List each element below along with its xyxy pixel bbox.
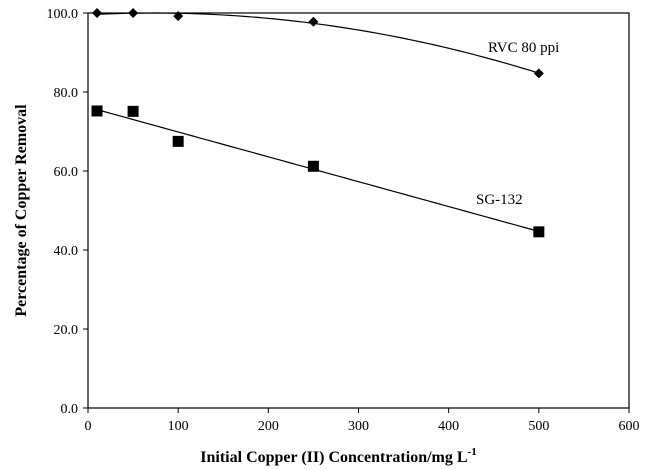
y-tick-label: 80.0 <box>54 86 79 101</box>
series-label: SG-132 <box>476 192 523 208</box>
y-tick-label: 20.0 <box>54 323 79 338</box>
data-point-diamond <box>308 16 319 27</box>
y-tick-label: 60.0 <box>54 165 79 180</box>
data-point-diamond <box>533 68 544 79</box>
y-axis-title: Percentage of Copper Removal <box>13 104 30 317</box>
data-point-square <box>172 135 184 147</box>
x-axis-title: Initial Copper (II) Concentration/mg L-1 <box>200 446 476 466</box>
series-label: RVC 80 ppi <box>488 40 559 56</box>
x-tick-label: 200 <box>258 419 279 434</box>
y-tick-label: 0.0 <box>61 402 79 417</box>
series-labels: RVC 80 ppi SG-132 <box>476 40 559 208</box>
data-point-diamond <box>173 11 184 22</box>
x-axis-title-text: Initial Copper (II) Concentration/mg L <box>200 449 467 466</box>
data-point-square <box>91 105 103 117</box>
trendline <box>96 12 540 74</box>
x-tick-label: 0 <box>85 419 92 434</box>
y-tick-label: 40.0 <box>54 244 79 259</box>
data-point-square <box>307 160 319 172</box>
data-markers <box>91 8 545 238</box>
y-tick-label: 100.0 <box>47 7 79 22</box>
plot-area <box>87 12 630 409</box>
x-axis-title-superscript: -1 <box>468 446 477 458</box>
data-point-diamond <box>92 8 103 18</box>
x-tick-label: 400 <box>438 419 459 434</box>
x-tick-label: 100 <box>168 419 189 434</box>
data-point-square <box>127 105 139 117</box>
axis-ticks <box>83 12 630 413</box>
x-tick-label: 500 <box>528 419 549 434</box>
x-tick-label: 600 <box>619 419 640 434</box>
data-point-square <box>533 226 545 238</box>
x-tick-label: 300 <box>348 419 369 434</box>
tick-labels: 0 100 200 300 400 500 600 0.0 20.0 40.0 60.0 80.0 10… <box>47 7 640 434</box>
data-point-diamond <box>128 8 139 18</box>
trendlines <box>96 12 540 232</box>
